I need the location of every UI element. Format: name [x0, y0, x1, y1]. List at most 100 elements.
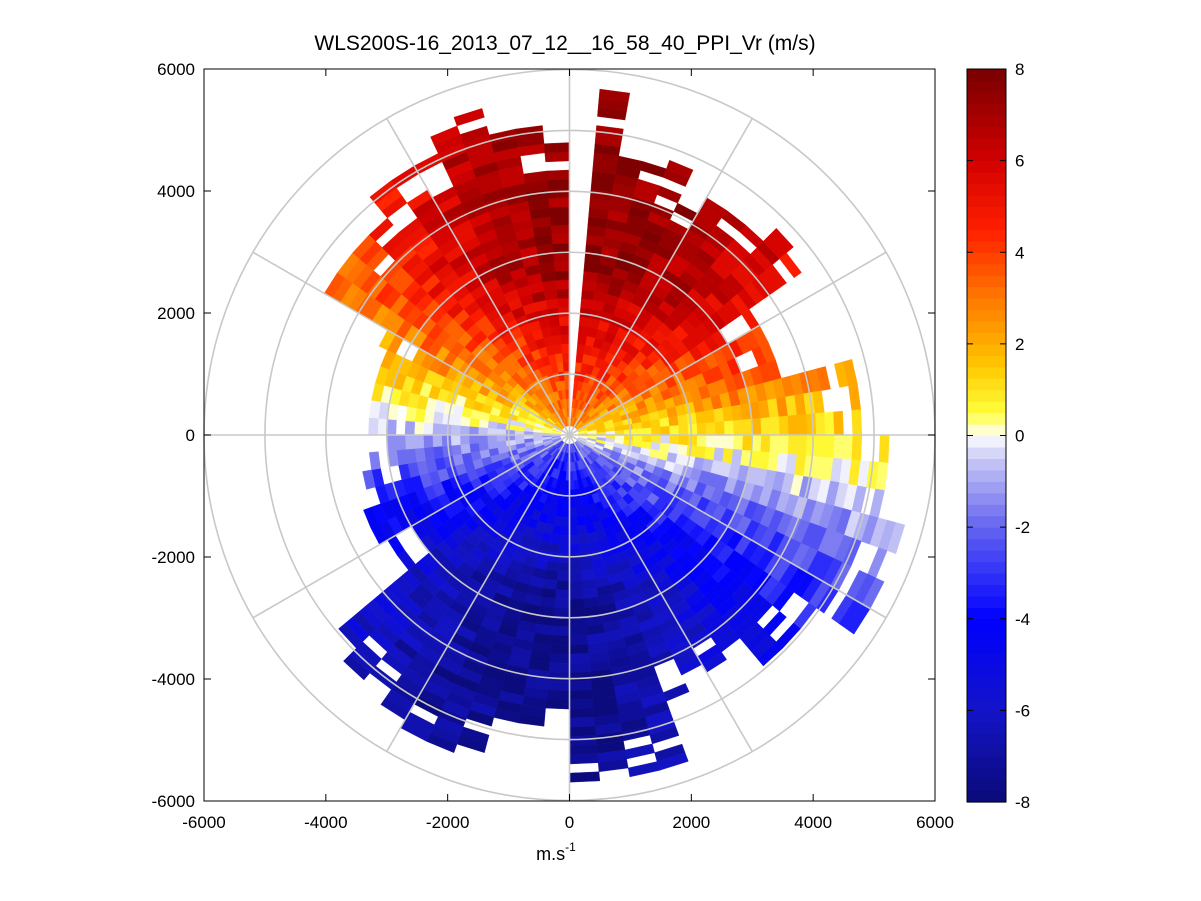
colorbar-level — [967, 687, 1006, 700]
velocity-cell — [555, 279, 570, 290]
velocity-cell — [543, 142, 570, 154]
colorbar-level — [967, 641, 1006, 654]
velocity-cell — [642, 434, 652, 443]
velocity-cell — [733, 434, 744, 451]
velocity-cells — [323, 88, 906, 783]
colorbar-level — [967, 698, 1006, 711]
x-tick-label: 6000 — [916, 813, 954, 832]
velocity-cell — [569, 644, 589, 655]
velocity-cell — [569, 516, 578, 527]
velocity-cell — [468, 425, 479, 436]
x-tick-label: 0 — [565, 813, 574, 832]
velocity-cell — [368, 417, 379, 436]
velocity-cell — [478, 441, 489, 452]
velocity-cell — [851, 434, 863, 461]
velocity-cell — [569, 543, 581, 555]
velocity-cell — [704, 446, 716, 461]
velocity-cell — [569, 707, 595, 719]
velocity-cell — [545, 698, 570, 710]
velocity-cell — [546, 689, 570, 701]
velocity-cell — [554, 261, 570, 272]
velocity-cell — [569, 653, 590, 664]
colorbar-level — [967, 320, 1006, 334]
colorbar-level — [967, 378, 1006, 391]
velocity-cell — [742, 434, 753, 452]
velocity-cell — [796, 414, 808, 436]
x-tick-label: 2000 — [672, 813, 710, 832]
velocity-cell — [423, 434, 434, 448]
velocity-cell — [824, 434, 835, 459]
velocity-cell — [569, 616, 587, 628]
velocity-cell — [386, 418, 397, 436]
velocity-cell — [468, 434, 479, 445]
velocity-cell — [413, 434, 425, 449]
velocity-cell — [677, 414, 689, 426]
velocity-cell — [459, 425, 470, 436]
velocity-cell — [579, 551, 592, 563]
colorbar-level — [967, 458, 1006, 471]
velocity-cell — [695, 445, 707, 460]
velocity-cell — [733, 419, 744, 436]
colorbar-level — [967, 435, 1006, 448]
velocity-cell — [742, 418, 753, 436]
velocity-cell — [757, 641, 783, 667]
velocity-cell — [554, 352, 564, 364]
velocity-cell — [660, 425, 671, 436]
colorbar-level — [967, 103, 1006, 116]
colorbar-level — [967, 584, 1006, 597]
velocity-cell — [544, 151, 570, 163]
colorbar-level — [967, 424, 1006, 437]
y-tick-label: 4000 — [157, 182, 195, 201]
velocity-cell — [548, 316, 561, 328]
velocity-cell — [477, 434, 488, 444]
colorbar-level — [967, 286, 1006, 299]
velocity-cell — [833, 434, 844, 460]
velocity-cell — [558, 306, 570, 317]
velocity-cell — [368, 451, 381, 471]
velocity-cell — [641, 420, 652, 429]
colorbar-level — [967, 572, 1006, 585]
velocity-cell — [886, 522, 906, 555]
velocity-cell — [569, 662, 591, 673]
velocity-cell — [423, 446, 435, 461]
velocity-cell — [405, 406, 417, 422]
colorbar-level — [967, 69, 1006, 82]
velocity-cell — [432, 445, 444, 460]
velocity-cell — [441, 412, 453, 425]
colorbar-level — [967, 618, 1006, 631]
colorbar-level — [967, 355, 1006, 368]
velocity-cell — [550, 325, 561, 337]
colorbar-level — [967, 561, 1006, 574]
velocity-cell — [547, 307, 560, 319]
colorbar: 8 6 4 2 0 -2 -4 -6 -8 — [966, 60, 1030, 812]
velocity-cell — [642, 427, 652, 436]
velocity-cell — [723, 420, 735, 436]
velocity-cell — [553, 607, 570, 619]
velocity-cell — [550, 215, 570, 226]
velocity-cell — [805, 434, 817, 457]
velocity-cell — [578, 542, 591, 554]
velocity-cell — [760, 434, 771, 453]
colorbar-level — [967, 217, 1006, 230]
velocity-cell — [505, 434, 516, 441]
velocity-cell — [423, 422, 434, 436]
colorbar-level — [967, 744, 1006, 757]
velocity-cell — [569, 698, 594, 710]
velocity-cell — [554, 598, 570, 609]
velocity-cell — [669, 425, 680, 436]
velocity-cell — [723, 434, 735, 450]
velocity-cell — [543, 289, 558, 301]
velocity-cell — [660, 434, 671, 445]
velocity-cell — [824, 411, 835, 436]
velocity-cell — [569, 598, 585, 609]
velocity-cell — [487, 441, 498, 450]
velocity-cell — [569, 580, 584, 591]
velocity-cell — [559, 534, 570, 545]
colorbar-level — [967, 412, 1006, 425]
velocity-cell — [569, 726, 597, 737]
colorbar-level — [967, 91, 1006, 104]
velocity-cell — [778, 434, 790, 455]
velocity-cell — [549, 653, 570, 664]
colorbar-tick-label: 8 — [1015, 60, 1024, 79]
y-tick-label: 6000 — [157, 60, 195, 79]
